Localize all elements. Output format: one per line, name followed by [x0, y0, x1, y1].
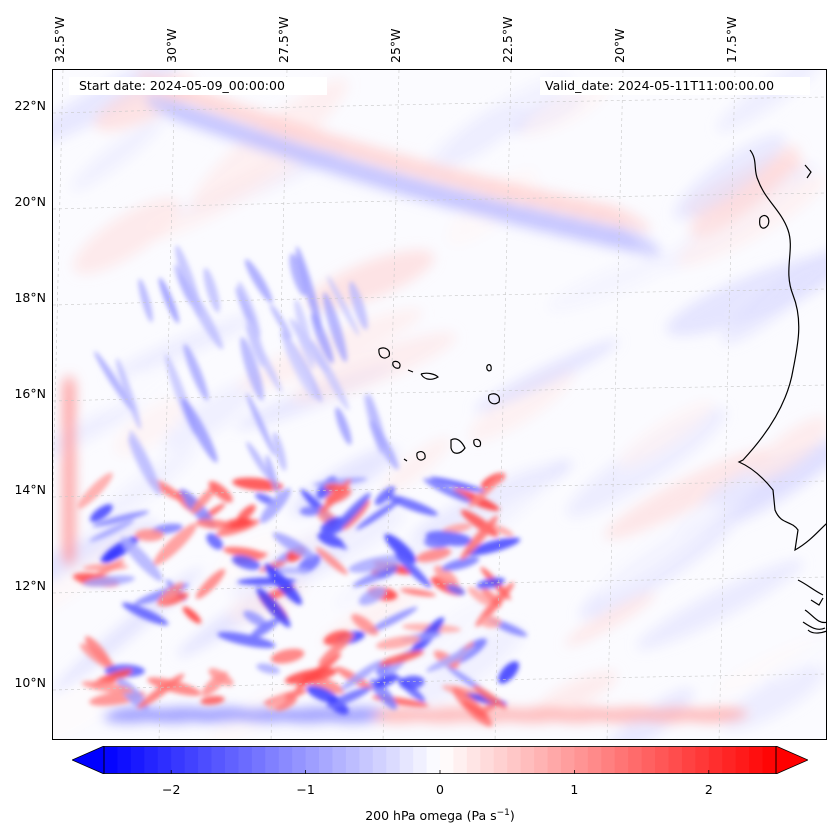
colorbar-tick-label: −2 [161, 782, 181, 797]
colorbar-step [224, 746, 239, 774]
colorbar-tick-label: −1 [296, 782, 315, 797]
colorbar-step [560, 746, 575, 774]
colorbar-steps [104, 746, 777, 774]
colorbar-step [587, 746, 602, 774]
meridian-line [53, 70, 64, 502]
meridian-line [494, 70, 512, 739]
colorbar-step [278, 746, 293, 774]
colorbar-step [130, 746, 145, 774]
colorbar-step [319, 746, 333, 774]
latitude-label: 12°N [14, 578, 46, 593]
colorbar-step [641, 746, 656, 774]
colorbar-step [762, 746, 777, 774]
colorbar-step [157, 746, 172, 774]
colorbar-step [601, 746, 616, 774]
latitude-label: 22°N [14, 98, 46, 113]
latitude-label: 20°N [14, 194, 46, 209]
graticule [53, 70, 826, 739]
colorbar-step [292, 746, 307, 774]
valid-date-text: Valid_date: 2024-05-11T11:00:00.00 [541, 78, 779, 93]
parallel-line [53, 384, 826, 402]
colorbar-step [345, 746, 360, 774]
parallel-line [53, 288, 826, 306]
colorbar-step [668, 746, 683, 774]
colorbar [72, 746, 808, 774]
colorbar-step [681, 746, 696, 774]
latitude-label: 18°N [14, 290, 46, 305]
colorbar-step [614, 746, 629, 774]
meridian-line [270, 70, 288, 739]
parallel-line [53, 480, 826, 498]
colorbar-step [440, 746, 454, 774]
longitude-label: 20°W [612, 28, 627, 63]
colorbar-step [749, 746, 764, 774]
longitude-label: 27.5°W [276, 16, 291, 63]
colorbar-step [493, 746, 508, 774]
longitude-label: 25°W [388, 28, 403, 63]
colorbar-step [520, 746, 535, 774]
colorbar-step [359, 746, 374, 774]
colorbar-step [305, 746, 320, 774]
parallel-line [53, 192, 826, 210]
longitude-label: 30°W [164, 28, 179, 63]
colorbar-step [547, 746, 562, 774]
longitude-label: 17.5°W [724, 16, 739, 63]
colorbar-step [265, 746, 280, 774]
colorbar-step [453, 746, 468, 774]
meridian-line [158, 70, 176, 739]
colorbar-step [117, 746, 132, 774]
latitude-label: 16°N [14, 386, 46, 401]
colorbar-step [211, 746, 226, 774]
omega-field-map [53, 70, 826, 739]
omega-shading-detail [72, 245, 528, 727]
colorbar-step [372, 746, 387, 774]
colorbar-step [628, 746, 643, 774]
colorbar-step [534, 746, 549, 774]
colorbar-step [480, 746, 495, 774]
longitude-label: 22.5°W [500, 16, 515, 63]
map-panel: Start date: 2024-05-09_00:00:00 Valid_da… [52, 69, 827, 740]
coastline [378, 149, 826, 634]
colorbar-step [735, 746, 750, 774]
colorbar-step [695, 746, 710, 774]
meridian-line [382, 70, 400, 739]
latitude-label: 14°N [14, 482, 46, 497]
colorbar-step [722, 746, 737, 774]
colorbar-step [251, 746, 266, 774]
colorbar-step [507, 746, 522, 774]
start-date-text: Start date: 2024-05-09_00:00:00 [75, 78, 289, 93]
colorbar-extend-max [775, 746, 808, 774]
colorbar-tick-label: 1 [570, 782, 579, 797]
parallel-line [53, 576, 826, 594]
colorbar-tickmarks [170, 770, 710, 774]
meridian-line [606, 70, 624, 739]
colorbar-step [144, 746, 159, 774]
parallel-line [53, 96, 826, 114]
parallel-line [53, 673, 826, 691]
meridian-line [718, 70, 736, 739]
colorbar-step [198, 746, 213, 774]
colorbar-step [386, 746, 401, 774]
colorbar-step [184, 746, 199, 774]
colorbar-step [426, 746, 441, 774]
colorbar-label: 200 hPa omega (Pa s−1) [365, 808, 515, 824]
omega-shading [53, 70, 826, 739]
colorbar-step [171, 746, 186, 774]
colorbar-tick-label: 0 [436, 782, 444, 797]
colorbar-step [574, 746, 589, 774]
colorbar-step [238, 746, 253, 774]
colorbar-step [104, 746, 118, 774]
colorbar-extend-min [72, 746, 105, 774]
colorbar-step [466, 746, 481, 774]
colorbar-step [332, 746, 347, 774]
latitude-label: 10°N [14, 675, 46, 690]
colorbar-tick-label: 2 [704, 782, 713, 797]
colorbar-step [655, 746, 669, 774]
longitude-label: 32.5°W [52, 16, 67, 63]
colorbar-step [399, 746, 414, 774]
colorbar-step [708, 746, 723, 774]
colorbar-step [413, 746, 428, 774]
